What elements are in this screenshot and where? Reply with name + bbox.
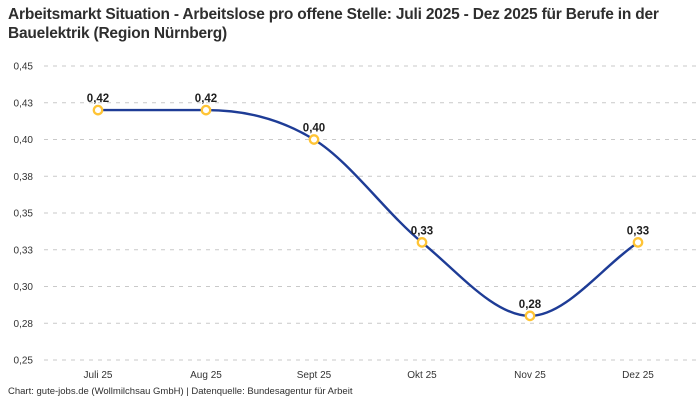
y-axis-tick-label: 0,28 — [14, 319, 34, 330]
x-axis-tick-label: Aug 25 — [190, 370, 222, 381]
x-axis-tick-label: Okt 25 — [407, 370, 437, 381]
y-axis-tick-label: 0,43 — [14, 98, 34, 109]
data-point-label: 0,28 — [519, 299, 542, 311]
y-axis-tick-label: 0,38 — [14, 172, 34, 183]
data-point-label: 0,42 — [87, 93, 109, 105]
data-point-marker — [524, 310, 536, 322]
chart-title: Arbeitsmarkt Situation - Arbeitslose pro… — [8, 6, 659, 42]
chart-source-caption: Chart: gute-jobs.de (Wollmilchsau GmbH) … — [8, 386, 353, 397]
y-axis-tick-label: 0,45 — [14, 62, 34, 73]
y-axis-tick-label: 0,33 — [14, 245, 34, 256]
data-point-marker — [632, 237, 644, 248]
y-axis-tick-label: 0,25 — [14, 356, 34, 367]
data-point-label: 0,40 — [303, 123, 325, 135]
data-point-label: 0,33 — [627, 225, 649, 237]
x-axis-tick-label: Sept 25 — [297, 370, 332, 381]
x-axis-tick-label: Nov 25 — [514, 370, 546, 381]
x-axis-tick-label: Juli 25 — [84, 370, 113, 381]
data-point-label: 0,42 — [195, 93, 217, 105]
y-axis-tick-label: 0,30 — [14, 282, 34, 293]
y-axis-tick-label: 0,35 — [14, 209, 34, 220]
data-point-marker — [308, 134, 320, 145]
y-axis-tick-label: 0,40 — [14, 135, 34, 146]
data-point-marker — [200, 104, 212, 116]
data-point-marker — [92, 104, 104, 116]
data-point-marker — [416, 237, 428, 248]
x-axis-tick-label: Dez 25 — [622, 370, 654, 381]
data-point-label: 0,33 — [411, 225, 433, 237]
